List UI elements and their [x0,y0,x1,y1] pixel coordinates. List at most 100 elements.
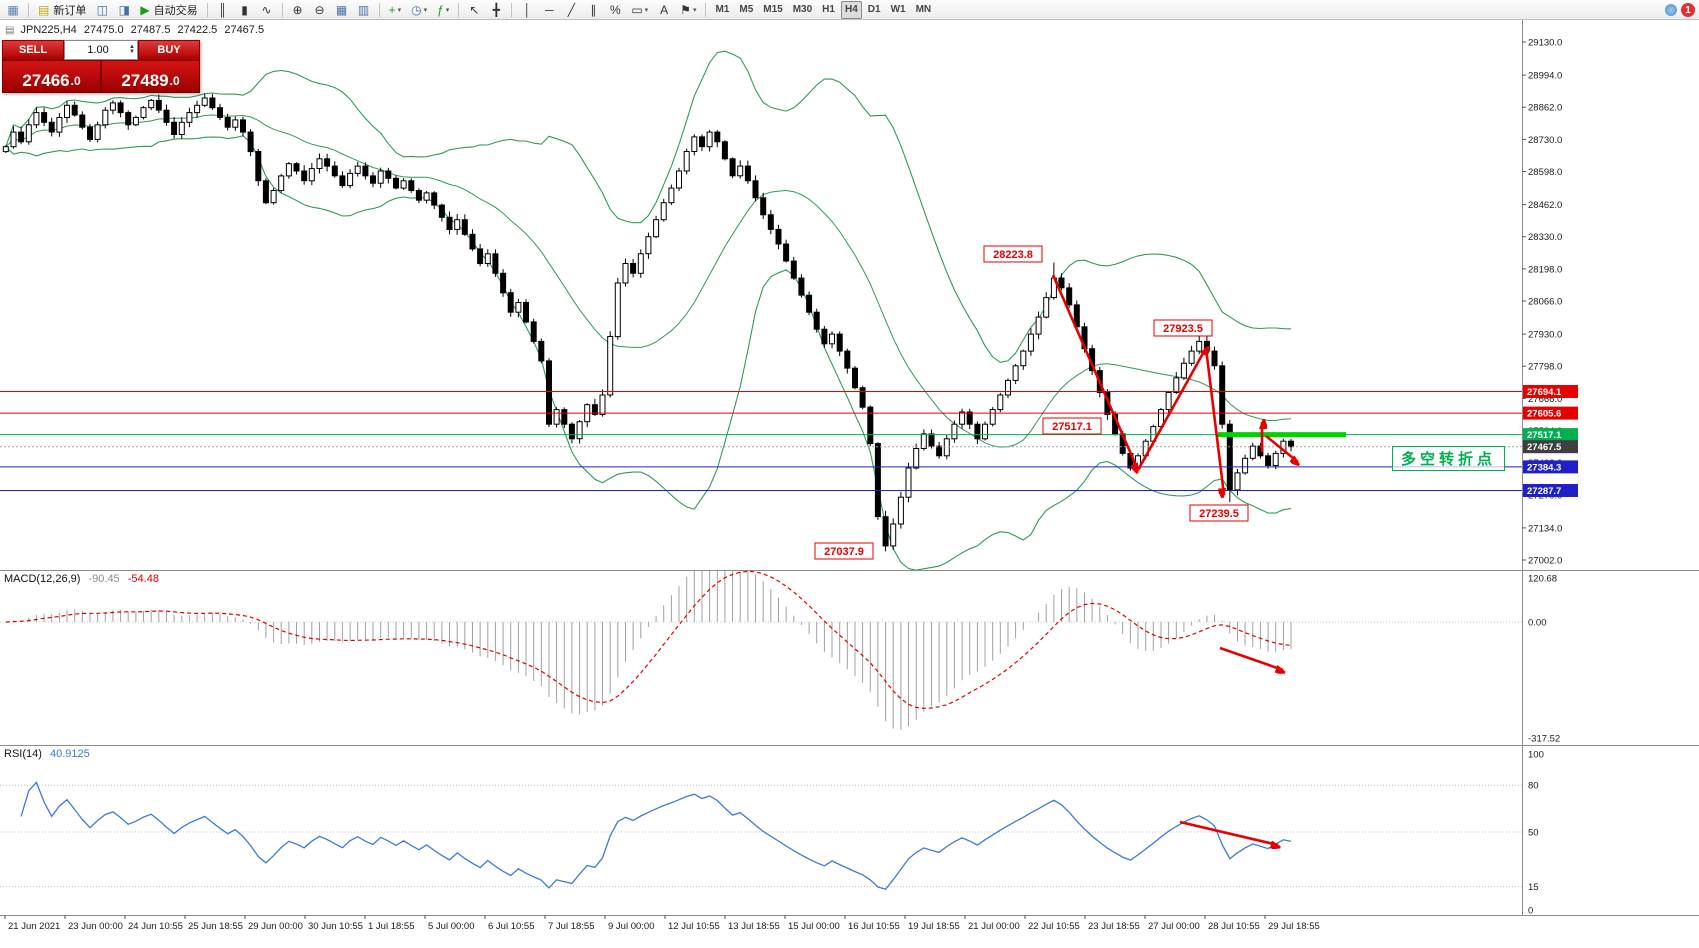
tf-button-m15[interactable]: M15 [759,1,786,19]
volume-stepper[interactable]: 1.00 ▲ ▼ [64,40,138,60]
indicators-icon[interactable]: ƒ ▾ [433,1,453,19]
tile-windows-icon[interactable]: ▦ [332,1,352,19]
svg-text:27666.0: 27666.0 [1528,394,1562,405]
trendline-icon: ╱ [567,2,575,17]
svg-text:28994.0: 28994.0 [1528,71,1562,82]
tf-button-m5-label: M5 [739,4,754,15]
svg-text:28730.0: 28730.0 [1528,135,1562,146]
sell-price[interactable]: 27466.0 [2,60,101,93]
svg-text:27287.7: 27287.7 [1527,486,1561,497]
autotrade-button[interactable]: ▶ 自动交易 [136,1,201,19]
line-chart-icon: ∿ [261,2,272,17]
svg-text:27930.0: 27930.0 [1528,330,1562,341]
price-callouts[interactable]: 28223.8 27923.5 27517.1 27239.5 27037.9 [814,245,1249,560]
svg-text:27694.1: 27694.1 [1527,387,1562,398]
tf-button-m5[interactable]: M5 [735,1,757,19]
symbol-name: JPN225,H4 [20,24,77,36]
cursor-icon[interactable]: ↖ [464,1,484,19]
svg-text:29 Jun 00:00: 29 Jun 00:00 [248,921,303,932]
mini-chart-icon: ▤ [5,25,15,36]
fibonacci-icon[interactable]: % [605,1,625,19]
ohlc-close: 27467.5 [224,24,265,36]
volume-value[interactable]: 1.00 [87,44,109,56]
macd-panel[interactable] [0,556,1522,730]
svg-text:15 Jul 00:00: 15 Jul 00:00 [788,921,840,932]
candlestick-chart-icon[interactable]: ▮ [235,1,255,19]
shapes-icon[interactable]: ▭ ▾ [627,1,652,19]
tf-button-h1-label: H1 [822,4,835,15]
rsi-panel[interactable] [0,781,1522,890]
svg-text:27037.9: 27037.9 [824,546,864,558]
arrange-windows-icon: ▥ [357,2,370,17]
volume-up-icon[interactable]: ▲ [129,44,135,50]
ohlc-open: 27475.0 [83,24,124,36]
tf-button-m1-label: M1 [715,4,730,15]
tf-button-m1[interactable]: M1 [711,1,733,19]
svg-text:22 Jul 10:55: 22 Jul 10:55 [1028,921,1080,932]
tf-button-mn-label: MN [915,4,932,15]
text-icon[interactable]: A [654,1,674,19]
toolbar-separator [206,2,208,17]
arrow-tools-icon[interactable]: ⚑ ▾ [676,1,700,19]
toolbar: ▦ ▤ 新订单 ◫ ◨ ▶ 自动交易 ║ ▮ ∿ ⊕ ⊖ ▦ ▥ + ▾ ◷ ▾ ƒ ▾ ↖ ╋ │ ─ ╱ ∥% ▭ ▾ A ⚑ ▾ M1 M… [0,0,1699,20]
bar-chart-icon[interactable]: ║ [213,1,233,19]
zoom-out-icon[interactable]: ⊖ [310,1,330,19]
symbol-info: ▤ JPN225,H4 27475.0 27487.5 27422.5 2746… [5,24,268,36]
trendline-icon[interactable]: ╱ [561,1,581,19]
toolbar-separator [511,2,513,17]
channel-icon: ∥ [590,2,597,17]
buy-price[interactable]: 27489.0 [101,60,200,93]
buy-button[interactable]: BUY [138,40,200,60]
new-chart-icon[interactable]: + ▾ [385,1,406,19]
charts-icon: ◫ [96,2,109,17]
time-axis[interactable]: 21 Jun 2021 23 Jun 00:00 24 Jun 10:55 25 Ju… [4,915,1320,932]
rsi-value: 40.9125 [49,748,90,760]
trend-arrows[interactable] [1051,274,1298,845]
macd-value-2: -54.48 [127,573,159,585]
tf-button-m30[interactable]: M30 [789,1,816,19]
autotrade-button-label: 自动交易 [153,4,198,17]
charts-icon[interactable]: ◫ [92,1,112,19]
main-price-panel[interactable] [0,50,1522,570]
line-chart-icon[interactable]: ∿ [257,1,277,19]
macd-name: MACD(12,26,9) [4,573,81,585]
svg-text:28330.0: 28330.0 [1528,232,1562,243]
period-icon[interactable]: ◷ ▾ [407,1,431,19]
arrange-windows-icon[interactable]: ▥ [354,1,374,19]
sell-button[interactable]: SELL [2,40,64,60]
notification-badge[interactable]: 1 [1681,3,1695,17]
svg-text:19 Jul 18:55: 19 Jul 18:55 [908,921,960,932]
svg-text:27923.5: 27923.5 [1163,323,1203,335]
macd-histogram [13,571,1292,730]
vertical-line-icon[interactable]: │ [517,1,537,19]
tf-button-mn[interactable]: MN [912,1,936,19]
volume-down-icon[interactable]: ▼ [129,49,135,55]
svg-text:100: 100 [1528,750,1544,761]
svg-text:28862.0: 28862.0 [1528,103,1562,114]
turning-point-note[interactable]: 多空转折点 [1392,446,1506,471]
channel-icon[interactable]: ∥ [583,1,603,19]
tf-button-w1[interactable]: W1 [887,1,910,19]
profiles-icon[interactable]: ◨ [114,1,134,19]
macd-value-1: -90.45 [88,573,120,585]
candlestick-chart-icon: ▮ [241,2,248,17]
crosshair-icon[interactable]: ╋ [486,1,506,19]
tf-button-d1[interactable]: D1 [864,1,885,19]
zoom-in-icon[interactable]: ⊕ [288,1,308,19]
horizontal-line-icon[interactable]: ─ [539,1,559,19]
svg-text:28066.0: 28066.0 [1528,297,1562,308]
new-order-button[interactable]: ▤ 新订单 [34,1,90,19]
tf-button-h1[interactable]: H1 [818,1,839,19]
tf-button-h4[interactable]: H4 [840,0,862,19]
candlesticks [2,93,1294,552]
toolbar-separator [705,2,707,17]
zoom-in-icon: ⊕ [292,2,303,17]
chart-window-icon[interactable]: ▦ [3,1,23,19]
shapes-icon: ▭ [631,2,643,17]
one-click-trading-panel: SELL 1.00 ▲ ▼ BUY 27466.0 27489.0 [2,40,200,93]
dropdown-caret-icon: ▾ [445,6,450,14]
svg-text:0.00: 0.00 [1528,618,1547,629]
svg-text:27798.0: 27798.0 [1528,362,1562,373]
